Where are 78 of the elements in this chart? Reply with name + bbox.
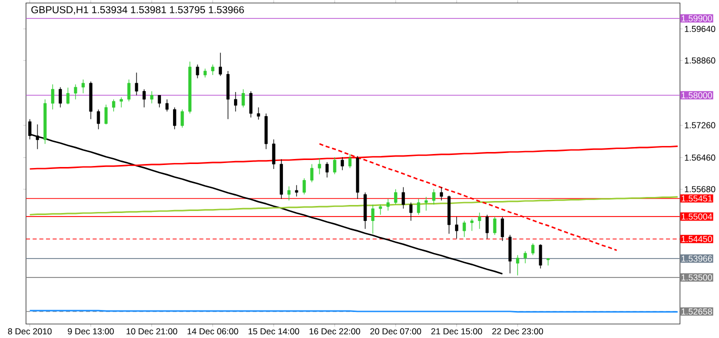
candlestick xyxy=(470,218,474,232)
candlestick xyxy=(142,88,146,108)
candlestick xyxy=(112,98,116,112)
candlestick xyxy=(242,88,245,108)
candlestick xyxy=(165,98,169,112)
x-tick-label: 16 Dec 22:00 xyxy=(310,328,360,334)
candlestick xyxy=(66,87,70,105)
candlestick xyxy=(531,243,534,256)
candlestick xyxy=(295,184,298,197)
candlestick xyxy=(51,84,54,110)
candlestick xyxy=(302,178,306,195)
candlestick xyxy=(218,52,222,76)
candlestick xyxy=(196,64,200,79)
candlestick xyxy=(493,216,496,236)
ref-line-label: 1.53966 xyxy=(682,256,712,262)
candlestick xyxy=(455,216,458,239)
x-tick-label: 10 Dec 21:00 xyxy=(126,328,178,334)
ref-line-label: 1.58000 xyxy=(682,92,712,98)
candlestick xyxy=(462,220,466,238)
candlestick xyxy=(127,79,130,102)
candlestick xyxy=(82,79,85,94)
x-tick-label: 9 Dec 13:00 xyxy=(68,328,114,334)
candlestick xyxy=(394,188,398,205)
candlestick xyxy=(120,96,123,108)
candlestick xyxy=(348,154,352,168)
candlestick xyxy=(158,94,161,108)
ref-line-label: 1.55451 xyxy=(682,195,712,202)
candlestick xyxy=(478,212,482,230)
ref-line-label: 1.53500 xyxy=(682,274,712,280)
candlestick xyxy=(134,72,138,96)
chart-title: GBPUSD,H1 1.53934 1.53981 1.53795 1.53966 xyxy=(31,6,244,14)
candlestick xyxy=(256,107,260,120)
ref-line-label: 1.52658 xyxy=(682,308,712,315)
candlestick xyxy=(340,156,344,170)
candlestick xyxy=(524,250,527,264)
candlestick xyxy=(326,162,329,178)
candlestick xyxy=(333,156,336,175)
candlestick xyxy=(310,164,314,183)
candlestick xyxy=(378,204,382,216)
ref-line-label: 1.55004 xyxy=(682,213,712,220)
x-tick-label: 20 Dec 07:00 xyxy=(370,328,422,334)
candlestick xyxy=(440,186,443,201)
candlestick xyxy=(58,86,62,108)
candlestick xyxy=(180,109,184,128)
candlestick xyxy=(409,202,412,222)
candlestick xyxy=(211,64,214,76)
candlestick xyxy=(402,186,405,209)
x-tick-label: 14 Dec 06:00 xyxy=(188,328,238,334)
candlestick xyxy=(272,139,276,170)
candlestick xyxy=(538,244,542,269)
candlestick xyxy=(234,92,238,112)
candlestick xyxy=(500,216,504,242)
y-tick-label: 1.56460 xyxy=(684,154,716,161)
candlestick xyxy=(424,196,428,211)
ref-line-label: 1.59900 xyxy=(682,15,712,22)
candlestick xyxy=(516,254,520,276)
candlestick xyxy=(104,104,108,125)
y-tick-label: 1.57260 xyxy=(684,122,716,128)
candlestick xyxy=(287,186,291,201)
y-tick-label: 1.55680 xyxy=(684,186,716,192)
candlestick xyxy=(173,107,176,130)
x-tick-label: 22 Dec 23:00 xyxy=(492,328,544,334)
candlestick xyxy=(386,198,390,211)
candlestick xyxy=(432,188,436,205)
y-tick-label: 1.58860 xyxy=(684,57,716,64)
x-tick-label: 15 Dec 14:00 xyxy=(248,328,300,334)
ref-line-label: 1.54450 xyxy=(682,236,712,242)
candlestick xyxy=(416,198,420,216)
y-tick-label: 1.59640 xyxy=(684,26,716,32)
candlestick xyxy=(150,90,154,104)
candlestick xyxy=(318,158,322,175)
candlestick xyxy=(486,214,489,239)
candlestick xyxy=(249,90,252,118)
x-tick-label: 21 Dec 15:00 xyxy=(431,328,482,334)
candlestick xyxy=(371,204,374,234)
candlestick xyxy=(74,84,78,100)
candlestick xyxy=(96,109,100,130)
x-tick-label: 8 Dec 2010 xyxy=(8,328,52,334)
